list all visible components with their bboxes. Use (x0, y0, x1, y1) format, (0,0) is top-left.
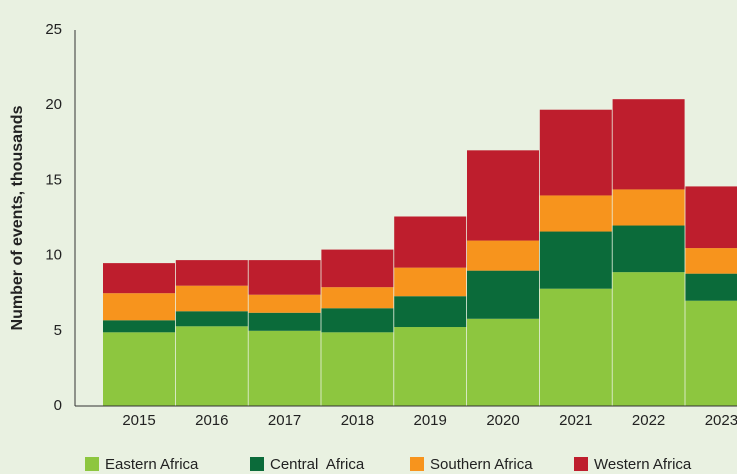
legend-swatch (250, 457, 264, 471)
x-tick-label: 2020 (486, 412, 519, 429)
bar-segment (539, 195, 612, 232)
y-tick-label: 0 (54, 397, 62, 414)
bar-segment (394, 296, 467, 328)
bar-segment (467, 240, 539, 271)
y-tick-label: 15 (45, 171, 62, 188)
legend-swatch (410, 457, 424, 471)
bar-segment (394, 216, 467, 268)
bar-segment (685, 186, 737, 249)
x-tick-label: 2017 (268, 412, 301, 429)
legend-label: Central Africa (270, 456, 365, 473)
y-tick-label: 20 (45, 96, 62, 113)
bar-segment (175, 311, 248, 327)
bar-segment (175, 285, 248, 312)
bar-segment (175, 260, 248, 286)
bar-segment (103, 293, 175, 321)
bar-segment (612, 189, 685, 226)
bar-segment (248, 312, 321, 331)
y-axis-label: Number of events, thousands (9, 105, 26, 330)
bar-segment (321, 249, 394, 288)
y-tick-label: 5 (54, 322, 62, 339)
bar-segment (248, 330, 321, 406)
legend-swatch (85, 457, 99, 471)
bar-segment (612, 99, 685, 190)
x-tick-label: 2015 (122, 412, 155, 429)
bar-segment (539, 109, 612, 196)
bar-segment (248, 294, 321, 313)
bar-segment (321, 332, 394, 406)
bar-segment (103, 320, 175, 333)
bar-segment (321, 308, 394, 333)
bar-segment (394, 267, 467, 297)
bar-segment (685, 300, 737, 406)
bar-segment (103, 332, 175, 406)
legend-label: Southern Africa (430, 456, 533, 473)
bar-segment (103, 263, 175, 294)
bar-segment (612, 272, 685, 406)
bar-segment (321, 287, 394, 309)
bar-segment (685, 248, 737, 274)
y-tick-label: 25 (45, 21, 62, 38)
bar-segment (612, 225, 685, 273)
x-tick-label: 2018 (341, 412, 374, 429)
legend-label: Eastern Africa (105, 456, 199, 473)
x-tick-label: 2021 (559, 412, 592, 429)
bar-segment (175, 326, 248, 406)
bar-segment (539, 288, 612, 406)
legend-label: Western Africa (594, 456, 692, 473)
x-tick-label: 2022 (632, 412, 665, 429)
bar-segment (467, 318, 539, 406)
bar-segment (539, 231, 612, 289)
bar-segment (248, 260, 321, 295)
bar-segment (467, 150, 539, 241)
bar-segment (685, 273, 737, 301)
x-tick-label: 2023 (705, 412, 737, 429)
x-tick-label: 2016 (195, 412, 228, 429)
x-tick-label: 2019 (414, 412, 447, 429)
legend-swatch (574, 457, 588, 471)
y-tick-label: 10 (45, 247, 62, 264)
bar-segment (467, 270, 539, 319)
bar-segment (394, 327, 467, 406)
